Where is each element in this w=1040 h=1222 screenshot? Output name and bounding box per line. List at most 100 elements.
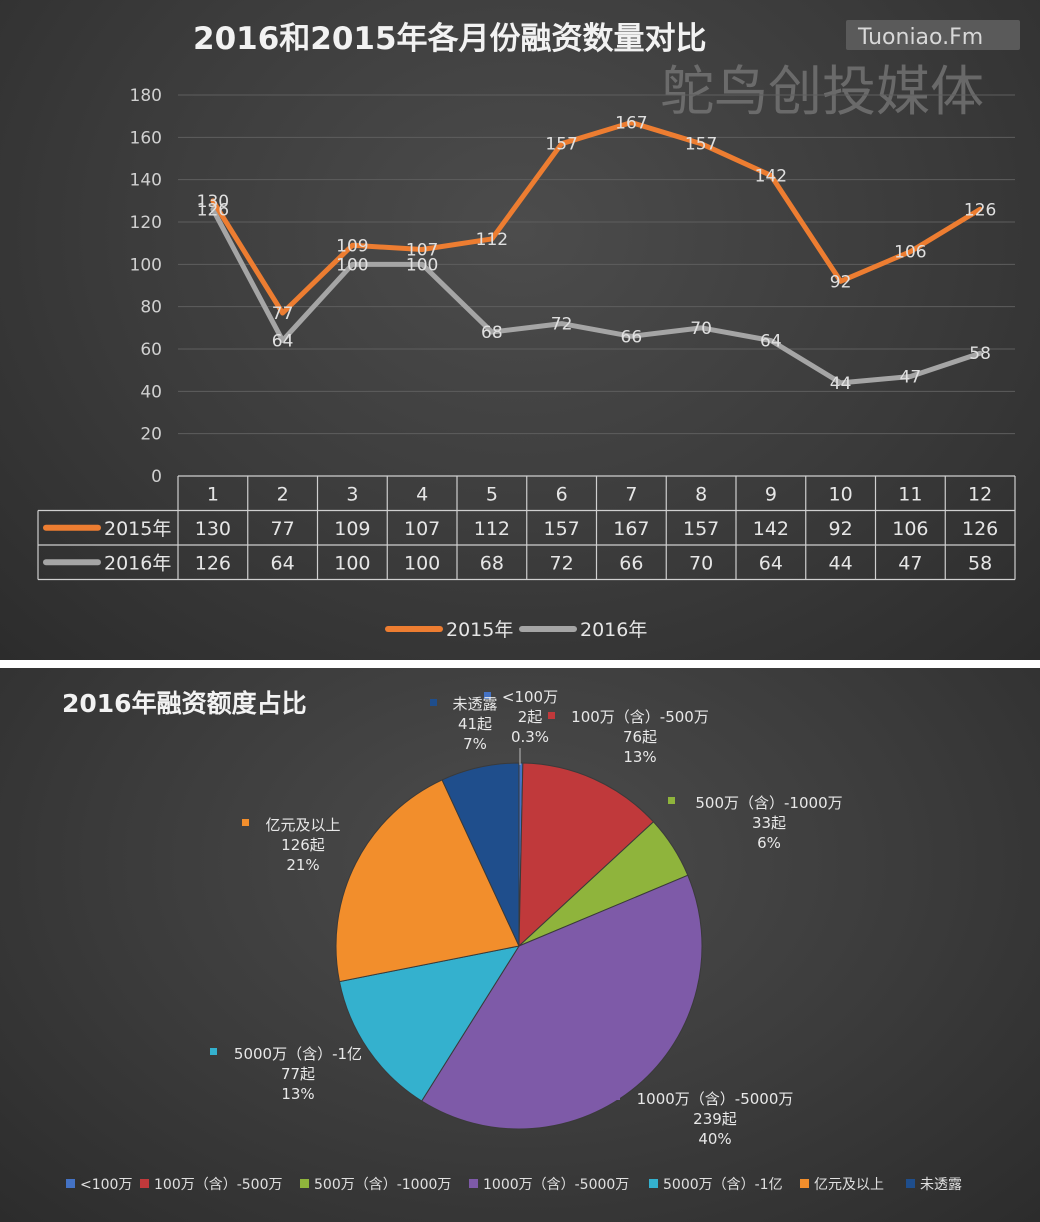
legend-label: 2016年 bbox=[580, 619, 647, 641]
data-label: 130 bbox=[197, 192, 229, 212]
table-cell: 157 bbox=[683, 518, 719, 540]
series-line-1 bbox=[210, 206, 983, 386]
legend-key bbox=[66, 1179, 75, 1188]
table-series-name: 2016年 bbox=[104, 552, 171, 574]
table-cell: 66 bbox=[619, 552, 643, 574]
data-label: 100 bbox=[336, 255, 368, 275]
data-label: 64 bbox=[272, 332, 294, 352]
pie-data-label: 1000万（含）-5000万 bbox=[637, 1090, 794, 1108]
data-label: 72 bbox=[551, 315, 573, 335]
y-tick-label: 80 bbox=[140, 298, 162, 318]
table-cell: 107 bbox=[404, 518, 440, 540]
x-category-label: 5 bbox=[486, 483, 498, 505]
series-line-0 bbox=[210, 120, 983, 316]
data-label: 66 bbox=[621, 327, 643, 347]
line-chart-legend: 2015年 2016年 bbox=[385, 619, 647, 641]
data-label: 47 bbox=[900, 368, 922, 388]
data-label: 64 bbox=[760, 332, 782, 352]
legend-label: 100万（含）-500万 bbox=[154, 1177, 283, 1193]
pie-data-label: 239起 bbox=[693, 1110, 737, 1128]
pie-data-label: 2起 bbox=[518, 708, 543, 726]
data-label: 70 bbox=[690, 319, 712, 339]
line-chart-gridlines bbox=[178, 94, 1015, 435]
legend-key bbox=[300, 1179, 309, 1188]
pie-data-label: 500万（含）-1000万 bbox=[695, 794, 842, 812]
x-category-label: 4 bbox=[416, 483, 428, 505]
data-label: 126 bbox=[964, 200, 996, 220]
pie-data-label: 76起 bbox=[623, 728, 657, 746]
legend-key bbox=[649, 1179, 658, 1188]
pie-data-label: 77起 bbox=[281, 1065, 315, 1083]
pie-data-label: 13% bbox=[623, 748, 656, 766]
table-cell: 167 bbox=[613, 518, 649, 540]
watermark: Tuoniao.Fm 鸵鸟创投媒体 bbox=[660, 20, 1020, 123]
data-label: 157 bbox=[685, 135, 717, 155]
legend-label: <100万 bbox=[80, 1177, 132, 1193]
pie-data-label: 5000万（含）-1亿 bbox=[234, 1045, 362, 1063]
pie-data-label: 41起 bbox=[458, 715, 492, 733]
x-category-label: 12 bbox=[968, 483, 992, 505]
legend-key bbox=[469, 1179, 478, 1188]
table-cell: 106 bbox=[892, 518, 928, 540]
data-label: 58 bbox=[969, 344, 991, 364]
pie-chart-slices bbox=[335, 762, 703, 1130]
data-label: 157 bbox=[545, 135, 577, 155]
line-chart-title: 2016和2015年各月份融资数量对比 bbox=[193, 21, 707, 57]
line-chart-series bbox=[210, 120, 983, 386]
table-cell: 47 bbox=[898, 552, 922, 574]
pie-data-label: 21% bbox=[286, 856, 319, 874]
pie-chart-data-labels: <100万 2起 0.3% 100万（含）-500万 76起 13% 500万（含）-100… bbox=[210, 688, 843, 1148]
pie-data-label: 亿元及以上 bbox=[265, 816, 340, 834]
legend-key bbox=[800, 1179, 809, 1188]
y-tick-label: 0 bbox=[151, 467, 162, 487]
pie-data-label: 13% bbox=[281, 1085, 314, 1103]
pie-chart-title: 2016年融资额度占比 bbox=[62, 689, 307, 718]
data-label: 106 bbox=[894, 243, 926, 263]
y-tick-label: 180 bbox=[130, 86, 162, 106]
pie-slice bbox=[421, 874, 703, 1130]
table-cell: 70 bbox=[689, 552, 713, 574]
y-tick-label: 60 bbox=[140, 340, 162, 360]
pie-slice bbox=[441, 762, 520, 947]
data-label: 167 bbox=[615, 114, 647, 134]
data-label: 44 bbox=[830, 374, 852, 394]
x-category-label: 9 bbox=[765, 483, 777, 505]
pie-data-label: 40% bbox=[698, 1130, 731, 1148]
pie-slice bbox=[518, 762, 655, 948]
table-cell: 142 bbox=[753, 518, 789, 540]
watermark-brand: 鸵鸟创投媒体 bbox=[660, 60, 984, 123]
pie-data-label: 100万（含）-500万 bbox=[571, 708, 709, 726]
table-cell: 64 bbox=[271, 552, 295, 574]
watermark-site-box bbox=[846, 20, 1020, 50]
line-chart-data-labels: 130 77 109 107 112 157 167 157 142 92 106 126 126 64 1… bbox=[197, 114, 997, 394]
line-chart-svg: 2016和2015年各月份融资数量对比 Tuoniao.Fm 鸵鸟创投媒体 0 2… bbox=[37, 20, 1020, 641]
x-category-label: 7 bbox=[625, 483, 637, 505]
table-cell: 64 bbox=[759, 552, 783, 574]
legend-key bbox=[906, 1179, 915, 1188]
table-cell: 126 bbox=[195, 552, 231, 574]
table-cell: 44 bbox=[829, 552, 853, 574]
y-tick-label: 140 bbox=[130, 171, 162, 191]
legend-label: 2015年 bbox=[446, 619, 513, 641]
x-category-label: 11 bbox=[898, 483, 922, 505]
y-tick-label: 160 bbox=[130, 128, 162, 148]
table-cell: 112 bbox=[474, 518, 510, 540]
table-cell: 72 bbox=[550, 552, 574, 574]
table-cell: 100 bbox=[334, 552, 370, 574]
pie-chart-svg: 2016年融资额度占比 <100万 2起 0.3% 100万（含）-500万 76起 13… bbox=[62, 688, 962, 1193]
table-cell: 126 bbox=[962, 518, 998, 540]
line-chart-y-axis: 0 20 40 60 80 100 120 140 160 180 bbox=[130, 86, 162, 487]
pie-data-label: 7% bbox=[463, 735, 487, 753]
y-tick-label: 20 bbox=[140, 425, 162, 445]
legend-label: 1000万（含）-5000万 bbox=[483, 1177, 629, 1193]
y-tick-label: 40 bbox=[140, 382, 162, 402]
pie-data-label: <100万 bbox=[502, 688, 558, 706]
x-category-label: 2 bbox=[277, 483, 289, 505]
pie-slice bbox=[335, 779, 520, 983]
pie-label-key bbox=[668, 797, 675, 804]
data-label: 107 bbox=[406, 241, 438, 261]
pie-label-key bbox=[548, 712, 555, 719]
pie-label-key bbox=[613, 1093, 620, 1100]
legend-key bbox=[140, 1179, 149, 1188]
